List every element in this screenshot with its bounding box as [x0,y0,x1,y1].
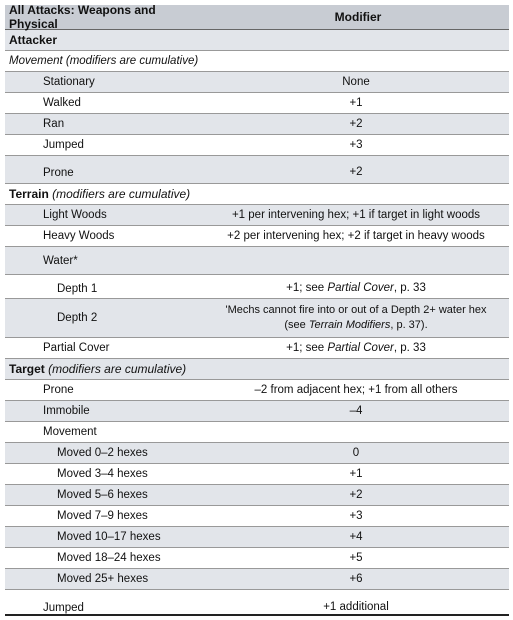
row-value: +3 [349,509,363,522]
row-value: +2 per intervening hex; +2 if target in … [227,229,485,242]
modifiers-table: All Attacks: Weapons and Physical Modifi… [5,3,509,618]
row-value: 'Mechs cannot fire into or out of a Dept… [203,303,509,333]
row-value: +2 [349,488,363,501]
table-row: Moved 10–17 hexes +4 [5,527,509,548]
row-value: +1 [349,96,363,109]
section-title: Target (modifiers are cumulative) [5,362,305,376]
row-value: +1 per intervening hex; +1 if target in … [231,208,481,221]
row-value: +6 [349,572,363,585]
row-value: –4 [349,404,363,417]
row-label: Moved 0–2 hexes [57,447,148,459]
value-text: (see [284,319,309,331]
row-value: +1; see Partial Cover, p. 33 [203,281,509,296]
table-row: Movement [5,422,509,443]
row-value: –2 from adjacent hex; +1 from all others [254,383,458,396]
section-terrain: Terrain (modifiers are cumulative) [5,184,509,205]
row-label: Walked [43,97,81,109]
table-row: Moved 0–2 hexes 0 [5,443,509,464]
row-label: Moved 7–9 hexes [57,510,148,522]
section-title: Attacker [9,33,58,47]
section-note: (modifiers are cumulative) [52,187,191,201]
header-attacks: All Attacks: Weapons and Physical [9,3,156,31]
table-row: Moved 7–9 hexes +3 [5,506,509,527]
row-value: None [342,75,370,88]
row-value: +2 [349,117,363,130]
row-label: Movement [43,426,97,438]
subsection-label: Movement (modifiers are cumulative) [9,55,199,67]
value-text: , p. 33 [393,282,426,294]
row-label: Moved 25+ hexes [57,573,149,585]
row-value: +1 additional [323,601,389,613]
reference-link-text: Partial Cover [327,282,394,294]
section-title-text: Target [9,362,45,376]
value-line-2: (see Terrain Modifiers, p. 37). [203,318,509,333]
table-header: All Attacks: Weapons and Physical Modifi… [5,3,509,31]
row-label: Water* [43,254,78,267]
row-label: Depth 1 [57,282,98,295]
table-row: Moved 3–4 hexes +1 [5,464,509,485]
row-value: +1; see Partial Cover, p. 33 [203,341,509,356]
row-label: Partial Cover [43,342,110,354]
row-label: Jumped [43,601,84,614]
section-title: Terrain (modifiers are cumulative) [5,187,305,201]
row-value: +4 [349,530,363,543]
value-text: , p. 37). [390,319,428,331]
reference-link-text: Partial Cover [327,341,394,354]
row-value: +1 [349,467,363,480]
row-value: 0 [352,446,360,459]
row-label: Prone [43,166,74,179]
row-value: +2 [349,166,363,178]
value-text: +1; see [286,282,328,294]
row-label: Stationary [43,76,95,88]
bottom-rule [5,614,509,616]
table-row: Jumped +1 additional [5,590,509,618]
value-text: , p. 33 [393,341,426,354]
subsection-movement: Movement (modifiers are cumulative) [5,51,509,72]
row-label: Depth 2 [57,312,98,324]
section-target: Target (modifiers are cumulative) [5,359,509,380]
table-row: Heavy Woods +2 per intervening hex; +2 i… [5,226,509,247]
table-row: Moved 18–24 hexes +5 [5,548,509,569]
row-label: Light Woods [43,209,107,221]
row-label: Heavy Woods [43,230,115,242]
row-value: +3 [349,138,363,151]
reference-link-text: Terrain Modifiers [308,319,391,331]
row-label: Moved 3–4 hexes [57,468,148,480]
table-row: Partial Cover +1; see Partial Cover, p. … [5,338,509,359]
table-row: Ran +2 [5,114,509,135]
row-label: Ran [43,118,65,130]
row-label: Moved 10–17 hexes [57,531,161,543]
table-row: Depth 1 +1; see Partial Cover, p. 33 [5,275,509,299]
section-attacker: Attacker [5,30,509,51]
table-row: Walked +1 [5,93,509,114]
table-row: Moved 5–6 hexes +2 [5,485,509,506]
table-row: Moved 25+ hexes +6 [5,569,509,590]
section-title-text: Terrain [9,187,49,201]
table-row: Prone –2 from adjacent hex; +1 from all … [5,380,509,401]
value-line-1: 'Mechs cannot fire into or out of a Dept… [225,304,487,316]
row-label: Moved 5–6 hexes [57,489,148,501]
table-row: Jumped +3 [5,135,509,156]
header-modifier: Modifier [334,10,382,24]
row-label: Moved 18–24 hexes [57,552,161,564]
section-note: (modifiers are cumulative) [48,362,187,376]
row-label: Prone [43,384,74,396]
table-row: Depth 2 'Mechs cannot fire into or out o… [5,299,509,338]
table-row: Light Woods +1 per intervening hex; +1 i… [5,205,509,226]
row-label: Jumped [43,139,84,151]
row-value: +5 [349,551,363,564]
value-text: +1; see [286,341,328,354]
table-row: Water* [5,247,509,275]
row-label: Immobile [43,405,90,417]
table-row: Prone +2 [5,156,509,184]
table-row: Immobile –4 [5,401,509,422]
table-row: Stationary None [5,72,509,93]
